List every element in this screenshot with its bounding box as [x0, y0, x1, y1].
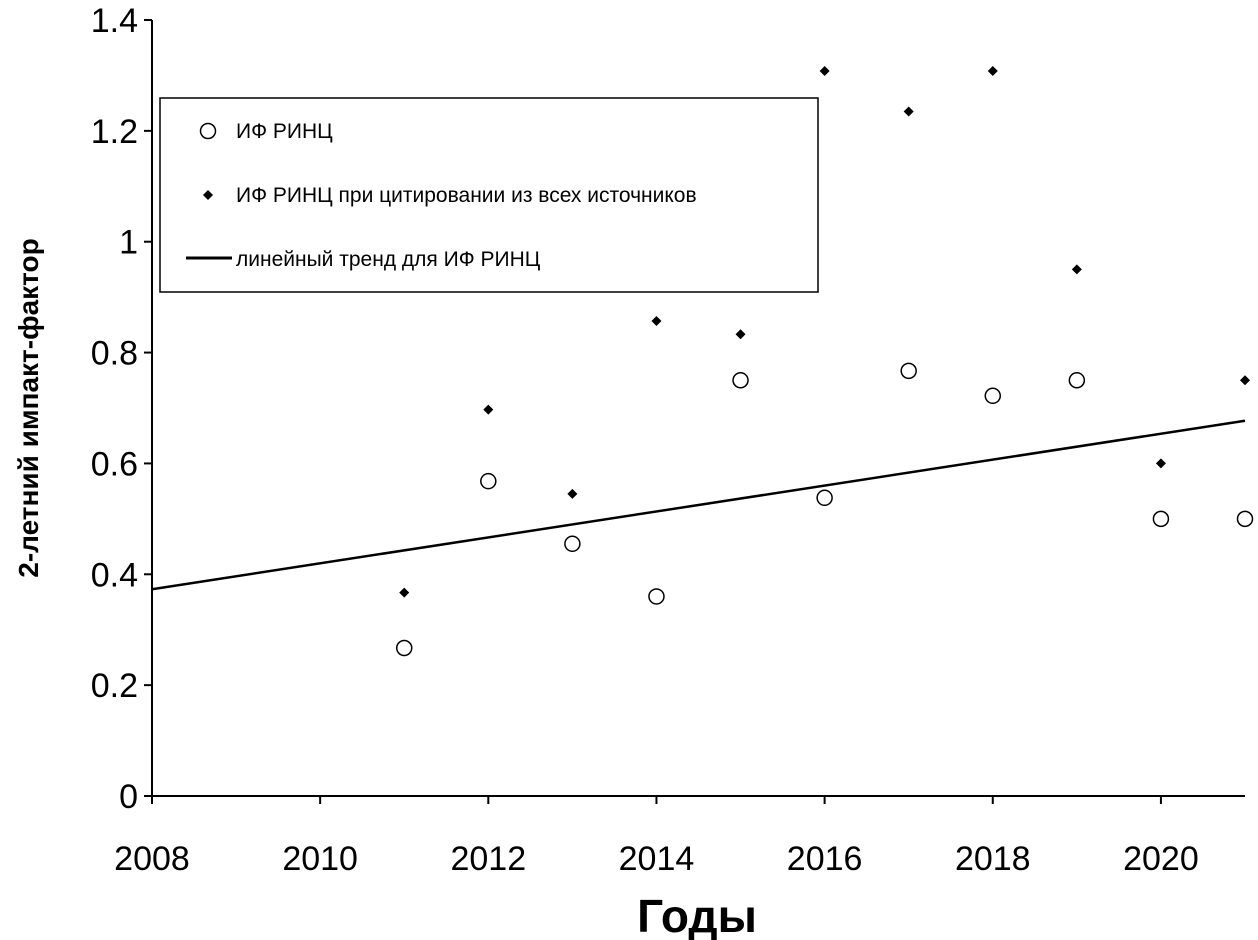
point-rinc [984, 387, 1002, 405]
x-tick-label: 2016 [787, 840, 863, 878]
y-tick-label: 0 [119, 778, 138, 816]
y-ticks: 0 0.2 0.4 0.6 0.8 1 1.2 1.4 [91, 2, 152, 816]
x-tick-label: 2014 [619, 840, 695, 878]
point-rinc-all-sources [1155, 458, 1166, 469]
x-tick-label: 2012 [450, 840, 526, 878]
legend-marker-diamond [203, 190, 213, 200]
y-tick-label: 0.2 [91, 667, 138, 705]
x-ticks: 2008 2010 2012 2014 2016 2018 2020 [114, 796, 1199, 878]
point-rinc-all-sources [483, 404, 494, 415]
point-rinc-all-sources [903, 106, 914, 117]
y-tick-label: 1 [119, 224, 138, 262]
point-rinc-all-sources [651, 315, 662, 326]
x-tick-label: 2010 [282, 840, 358, 878]
point-rinc [1068, 372, 1086, 389]
point-rinc [648, 588, 665, 605]
point-rinc [1152, 510, 1170, 528]
point-rinc [732, 372, 749, 389]
point-rinc-all-sources [987, 65, 998, 76]
axes [151, 20, 1245, 797]
legend-label-trend: линейный тренд для ИФ РИНЦ [236, 248, 541, 271]
legend-marker-circle [199, 122, 217, 140]
x-tick-label: 2018 [955, 840, 1031, 878]
point-rinc [564, 535, 581, 553]
x-tick-label: 2008 [114, 840, 190, 878]
point-rinc-all-sources [1240, 375, 1250, 386]
y-axis-label: 2-летний импакт-фактор [13, 238, 44, 577]
legend: ИФ РИНЦ ИФ РИНЦ при цитировании из всех … [159, 97, 819, 293]
x-tick-label: 2020 [1123, 840, 1199, 878]
legend-box [159, 97, 819, 293]
point-rinc [900, 362, 917, 380]
point-rinc [1236, 510, 1254, 528]
point-rinc [816, 489, 833, 507]
legend-label-rinc-all: ИФ РИНЦ при цитировании из всех источник… [236, 184, 697, 207]
point-rinc-all-sources [735, 329, 746, 340]
trend-line [151, 419, 1246, 591]
x-axis-label: Годы [637, 890, 757, 940]
point-rinc-all-sources [819, 65, 830, 76]
point-rinc-all-sources [399, 587, 410, 598]
y-tick-label: 1.2 [91, 113, 138, 151]
point-rinc-all-sources [567, 488, 578, 499]
y-tick-label: 1.4 [91, 2, 138, 40]
plot-content [151, 65, 1254, 657]
y-tick-label: 0.8 [91, 335, 138, 373]
y-tick-label: 0.6 [91, 445, 138, 483]
point-rinc-all-sources [1071, 264, 1082, 275]
legend-label-rinc: ИФ РИНЦ [236, 120, 333, 143]
y-tick-label: 0.4 [91, 556, 138, 594]
point-rinc [480, 472, 497, 490]
point-rinc [395, 639, 413, 657]
